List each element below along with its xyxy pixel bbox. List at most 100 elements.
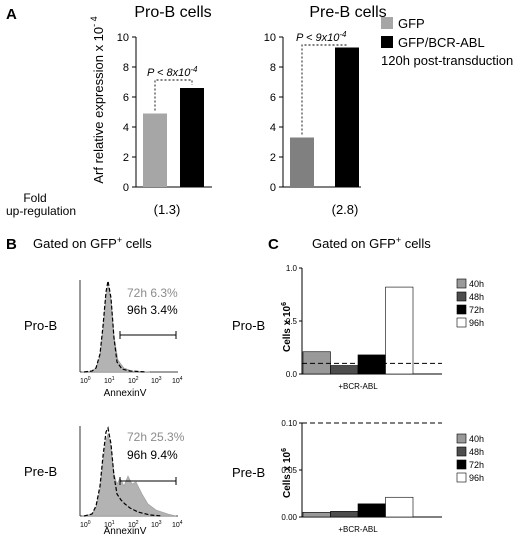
xtick-exp: 2 (136, 520, 139, 526)
xtick-base: 10 (128, 522, 136, 529)
xtick-base: 10 (80, 522, 88, 529)
hist-preb-x-ticks: 100 101 102 103 104 (80, 519, 183, 529)
p-value-annotation: P < 9x10-4 (296, 30, 347, 44)
xtick-base: 10 (128, 378, 136, 385)
p-value-exp: -4 (339, 30, 347, 39)
y-tick-label: 10 (264, 32, 276, 44)
legend-swatch-gfp-bcr-abl (381, 36, 393, 48)
xtick-base: 10 (151, 378, 159, 385)
legend-label-40h: 40h (469, 279, 484, 289)
y-tick-label: 8 (123, 62, 129, 74)
hist-preb-96h-pct: 96h 9.4% (127, 448, 178, 462)
legend-swatch-gfp (381, 17, 393, 29)
panel-b-title-sup: + (117, 235, 122, 245)
bar-72h (357, 503, 386, 518)
xtick-exp: 3 (159, 520, 162, 526)
legend-label-48h: 48h (469, 292, 484, 302)
panel-c-ylabel-top: Cells x 106 (281, 302, 293, 352)
x-axis-label: +BCR-ABL (338, 525, 378, 534)
hist-prob-72h-pct: 72h 6.3% (127, 286, 178, 300)
panel-b-title: Gated on GFP+ cells (33, 235, 152, 251)
panel-a-letter: A (6, 6, 17, 23)
xtick-exp: 4 (180, 376, 183, 382)
histogram-prob: Pro-B 72h 6.3% 96h 3.4% 100 101 102 103 … (24, 280, 183, 399)
xtick-exp: 0 (88, 376, 91, 382)
y-tick-label: 4 (123, 122, 129, 134)
legend-label-48h: 48h (469, 447, 484, 457)
hist-prob-xlabel: AnnexinV (104, 388, 147, 399)
chart-title-preb: Pre-B cells (309, 4, 386, 21)
hist-preb-72h-pct: 72h 25.3% (127, 430, 185, 444)
y-tick-label: 0.00 (281, 513, 297, 522)
legend-swatch-48h (456, 446, 467, 457)
panel-b-title-main: Gated on GFP (33, 236, 117, 251)
y-tick-label: 1.0 (286, 264, 298, 273)
legend-label-gfp-bcr-abl: GFP/BCR-ABL (398, 35, 485, 50)
significance-bracket (154, 79, 193, 111)
panel-c-ylabel-main: Cells x 10 (282, 305, 293, 352)
bar-48h (330, 365, 359, 375)
bar-48h (330, 511, 359, 518)
panel-c-ylabel-exp: 6 (281, 302, 288, 306)
legend-swatch-72h (456, 459, 467, 470)
xtick-exp: 0 (88, 520, 91, 526)
row-label-prob-c: Pro-B (232, 318, 265, 333)
panel-c-letter: C (268, 236, 279, 253)
bar-96h (385, 496, 414, 518)
fold-label-line2: up-regulation (6, 204, 76, 218)
panel-c-title: Gated on GFP+ cells (312, 235, 431, 251)
chart-a-prob: 0 2 4 6 8 10 P < 8x10-4 (117, 32, 212, 194)
y-tick-label: 2 (270, 152, 276, 164)
p-value-prefix: P < 8x10 (147, 67, 191, 79)
bar-gfp (290, 137, 314, 187)
bar-40h (302, 511, 331, 518)
bar-40h (302, 351, 331, 375)
fold-label-line1: Fold (23, 191, 46, 205)
row-label-preb-b: Pre-B (24, 464, 57, 479)
row-label-prob-b: Pro-B (24, 318, 57, 333)
legend-swatch-40h (456, 278, 467, 289)
p-value-prefix: P < 9x10 (296, 32, 340, 44)
hist-prob-96h-trace (83, 280, 147, 373)
legend-note: 120h post-transduction (381, 53, 513, 68)
y-tick-label: 6 (123, 92, 129, 104)
hist-prob-96h-pct: 96h 3.4% (127, 303, 178, 317)
xtick-base: 10 (172, 522, 180, 529)
hist-prob-x-ticks: 100 101 102 103 104 (80, 375, 183, 385)
legend-swatch-96h (456, 472, 467, 483)
panel-b-letter: B (6, 236, 17, 253)
chart-title-prob: Pro-B cells (134, 4, 211, 21)
y-tick-label: 0.10 (281, 419, 297, 428)
panel-c-title-end: cells (401, 236, 431, 251)
panel-c-ylabel-main: Cells x 10 (282, 451, 293, 498)
bar-gfp-bcr-abl (180, 88, 204, 187)
xtick-exp: 4 (180, 520, 183, 526)
legend-label-gfp: GFP (398, 16, 425, 31)
xtick-base: 10 (151, 522, 159, 529)
hist-preb-96h-trace (83, 426, 163, 517)
legend-swatch-96h (456, 317, 467, 328)
fold-value-prob: (1.3) (154, 202, 181, 217)
legend-swatch-72h (456, 304, 467, 315)
legend-label-72h: 72h (469, 305, 484, 315)
xtick-base: 10 (80, 378, 88, 385)
legend-label-40h: 40h (469, 434, 484, 444)
legend-swatch-48h (456, 291, 467, 302)
row-label-preb-c: Pre-B (232, 465, 265, 480)
y-tick-label: 2 (123, 152, 129, 164)
xtick-base: 10 (172, 378, 180, 385)
x-axis-label: +BCR-ABL (338, 382, 378, 391)
legend-label-96h: 96h (469, 473, 484, 483)
panel-c-ylabel-exp: 6 (281, 448, 288, 452)
y-tick-label: 8 (270, 62, 276, 74)
y-tick-label: 0.0 (286, 370, 298, 379)
p-value-exp: -4 (190, 65, 198, 74)
y-tick-label: 10 (117, 32, 129, 44)
fold-value-preb: (2.8) (332, 202, 359, 217)
bar-gfp-bcr-abl (335, 47, 359, 187)
xtick-exp: 3 (159, 376, 162, 382)
xtick-exp: 1 (112, 376, 115, 382)
panel-a-ylabel-exp: - 4 (89, 16, 99, 27)
xtick-exp: 1 (112, 520, 115, 526)
